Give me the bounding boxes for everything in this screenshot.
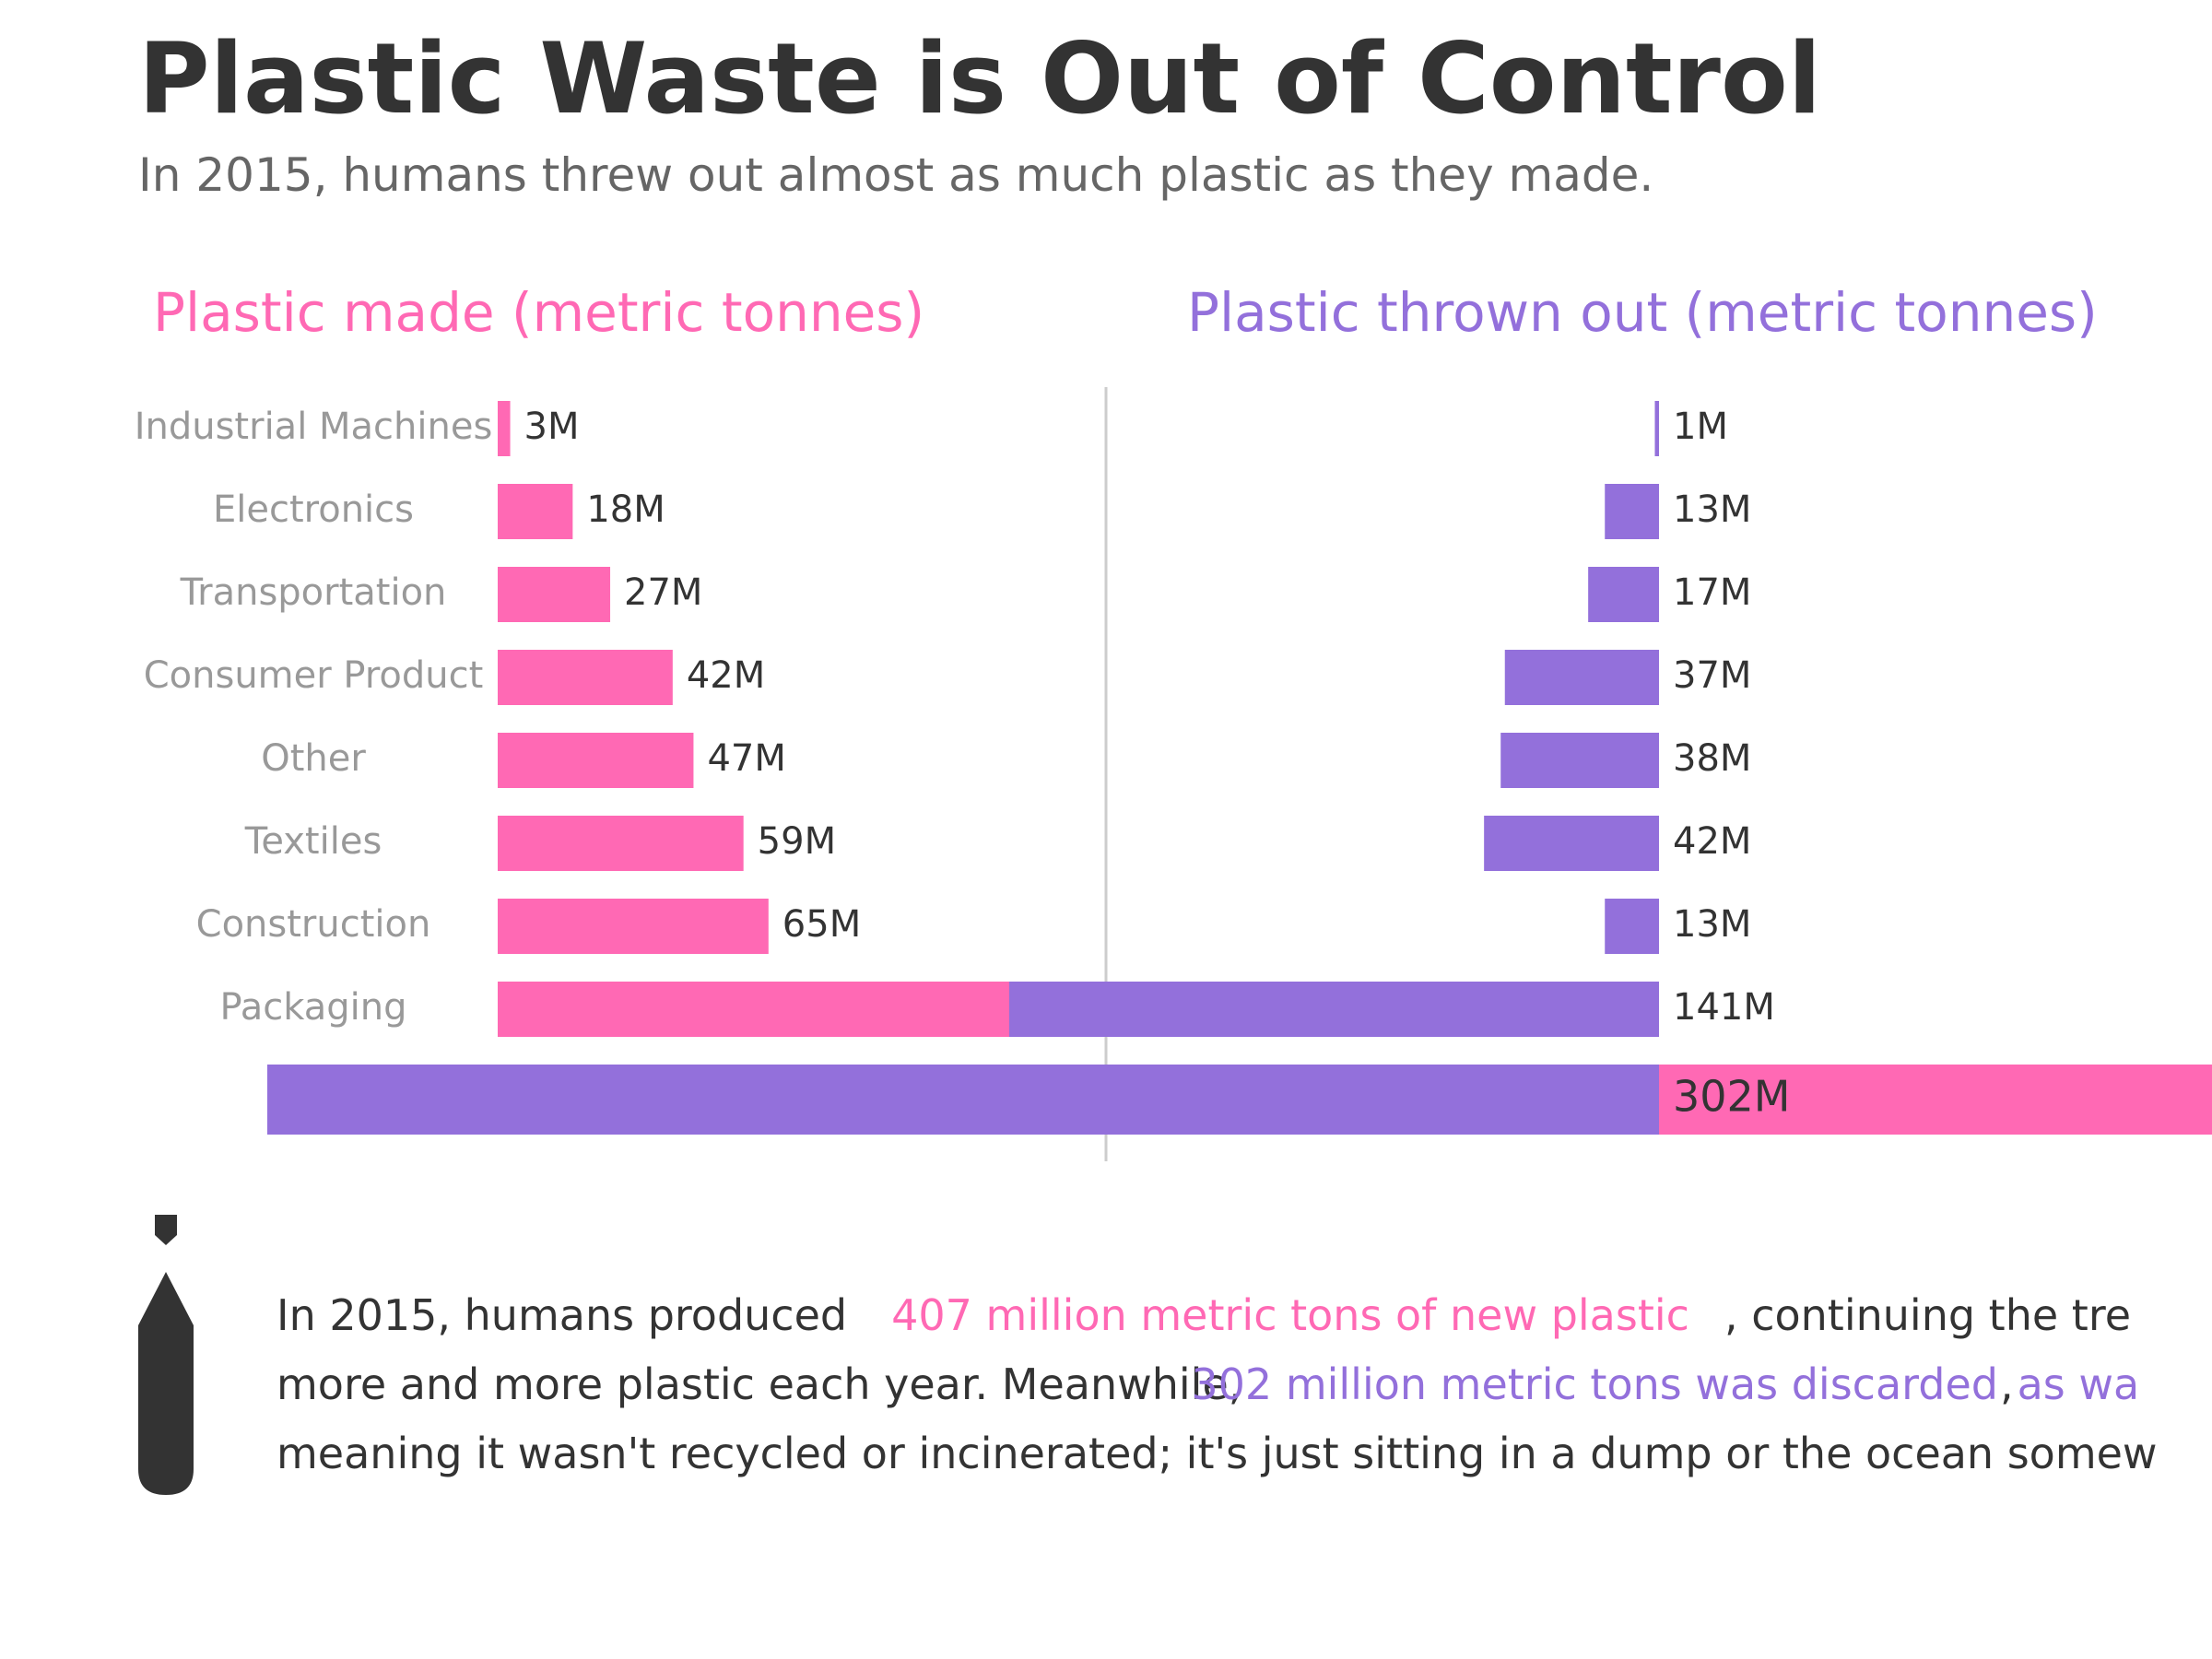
thrown-panel-title: Plastic thrown out (metric tonnes) xyxy=(1187,281,2098,344)
category-label-7: Packaging xyxy=(219,986,406,1029)
thrown-value-label-3: 37M xyxy=(1673,654,1751,697)
made-bar-7 xyxy=(498,982,1009,1037)
made-value-label-4: 47M xyxy=(707,737,785,780)
total-made-bar xyxy=(1659,1065,2212,1135)
note-line-2: more and more plastic each year. Meanwhi… xyxy=(276,1350,2212,1419)
made-value-label-5: 59M xyxy=(758,820,836,863)
category-label-0: Industrial Machines xyxy=(135,406,493,448)
thrown-value-label-4: 38M xyxy=(1673,737,1751,780)
made-value-label-1: 18M xyxy=(586,488,665,531)
note-line-1: In 2015, humans produced 407 million metr… xyxy=(276,1281,2212,1350)
note-text-1a: In 2015, humans produced xyxy=(276,1290,848,1340)
note-line-3: meaning it wasn't recycled or incinerate… xyxy=(276,1429,2158,1478)
thrown-bar-6 xyxy=(1605,899,1659,954)
thrown-bar-4 xyxy=(1500,733,1659,788)
thrown-value-label-5: 42M xyxy=(1673,820,1751,863)
note-text-1b: , continuing the tre xyxy=(1724,1290,2132,1340)
plastic-bottle-icon xyxy=(138,1215,194,1495)
made-value-label-0: 3M xyxy=(524,406,580,448)
thrown-bar-7 xyxy=(1009,982,1659,1037)
note-text-2b: , xyxy=(1999,1359,2014,1409)
made-panel-title: Plastic made (metric tonnes) xyxy=(153,281,925,344)
thrown-bar-0 xyxy=(1654,401,1659,456)
made-bar-5 xyxy=(498,816,744,871)
total-thrown-bar xyxy=(267,1065,1659,1135)
chart-subtitle: In 2015, humans threw out almost as much… xyxy=(138,148,1654,202)
thrown-bar-3 xyxy=(1504,650,1659,705)
thrown-value-label-7: 141M xyxy=(1673,986,1775,1029)
thrown-bar-1 xyxy=(1605,484,1659,539)
category-label-2: Transportation xyxy=(180,571,447,614)
category-label-6: Construction xyxy=(196,903,431,946)
note-text-2c: as wa xyxy=(2017,1359,2140,1409)
thrown-value-label-0: 1M xyxy=(1673,406,1728,448)
made-bar-6 xyxy=(498,899,769,954)
made-value-label-3: 42M xyxy=(687,654,765,697)
note-highlight-made: 407 million metric tons of new plastic xyxy=(891,1290,1689,1340)
thrown-value-label-1: 13M xyxy=(1673,488,1751,531)
thrown-bar-2 xyxy=(1588,567,1659,622)
made-bar-0 xyxy=(498,401,511,456)
thrown-bar-5 xyxy=(1484,816,1659,871)
made-bar-1 xyxy=(498,484,573,539)
made-bar-3 xyxy=(498,650,673,705)
made-bar-4 xyxy=(498,733,694,788)
category-label-3: Consumer Product xyxy=(144,654,484,697)
made-bar-2 xyxy=(498,567,611,622)
total-value-label: 302M xyxy=(1673,1072,1791,1122)
thrown-value-label-6: 13M xyxy=(1673,903,1751,946)
category-label-4: Other xyxy=(261,737,366,780)
thrown-value-label-2: 17M xyxy=(1673,571,1751,614)
note-highlight-discarded: 302 million metric tons was discarded xyxy=(1191,1359,1998,1409)
category-label-1: Electronics xyxy=(213,488,414,531)
made-value-label-6: 65M xyxy=(782,903,861,946)
chart-title: Plastic Waste is Out of Control xyxy=(138,22,1822,135)
made-value-label-2: 27M xyxy=(624,571,702,614)
category-label-5: Textiles xyxy=(244,820,382,863)
note-text: In 2015, humans produced 407 million metr… xyxy=(276,1281,2212,1488)
note-text-2a: more and more plastic each year. Meanwhi… xyxy=(276,1359,1242,1409)
